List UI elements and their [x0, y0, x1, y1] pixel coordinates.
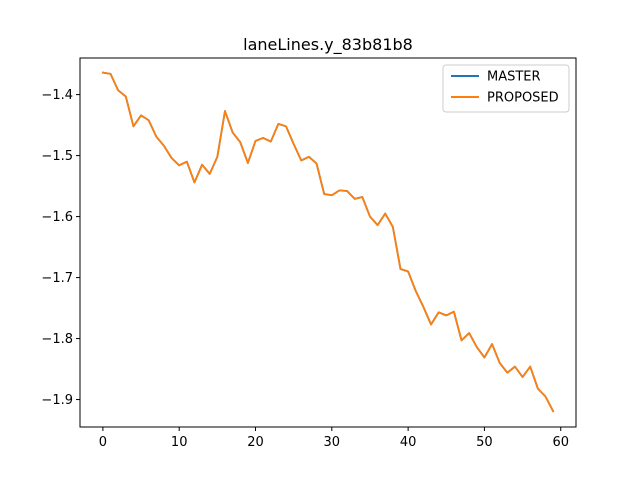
plot-area	[101, 71, 555, 413]
y-tick-label: −1.8	[41, 332, 73, 347]
plot-frame	[79, 57, 577, 428]
x-tick-label: 30	[324, 435, 341, 450]
legend-label-master: MASTER	[487, 70, 541, 85]
series-line-proposed	[101, 71, 555, 413]
y-tick-label: −1.6	[41, 210, 73, 225]
y-tick-label: −1.5	[41, 149, 73, 164]
chart-title: laneLines.y_83b81b8	[243, 35, 413, 55]
series-line-master	[101, 71, 555, 413]
x-tick-label: 40	[400, 435, 417, 450]
y-tick-label: −1.9	[41, 393, 73, 408]
axes: 0 10 20 30 40 50 60 −1.4 −1.5 −1.6 −1.7 −1.8 −1.9	[41, 88, 569, 450]
x-tick-label: 60	[552, 435, 569, 450]
x-tick-label: 50	[476, 435, 493, 450]
legend-label-proposed: PROPOSED	[487, 91, 559, 106]
x-tick-label: 0	[99, 435, 107, 450]
x-tick-label: 10	[171, 435, 188, 450]
legend: MASTER PROPOSED	[442, 64, 570, 113]
x-tick-label: 20	[247, 435, 264, 450]
y-tick-label: −1.4	[41, 88, 73, 103]
y-tick-label: −1.7	[41, 271, 73, 286]
